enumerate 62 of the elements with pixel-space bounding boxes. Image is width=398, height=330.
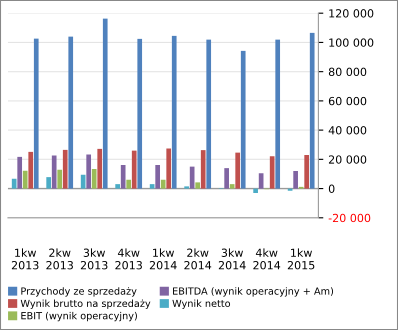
y-tick-label: -20 000 (328, 214, 370, 222)
legend-label: EBIT (wynik operacyjny) (21, 312, 137, 322)
bar (92, 168, 97, 189)
legend-label: EBITDA (wynik operacyjny + Am) (173, 287, 334, 297)
bar (253, 188, 258, 193)
bar (275, 40, 280, 189)
bar (166, 148, 172, 189)
bar (160, 180, 166, 189)
bar (34, 38, 39, 189)
bar (195, 182, 200, 189)
bar (62, 150, 68, 189)
bar (52, 156, 57, 189)
y-tick-label: 100 000 (329, 38, 374, 47)
y-tick-label: 60 000 (328, 96, 366, 106)
bar (102, 18, 108, 189)
bar (28, 152, 34, 189)
bar (258, 173, 264, 189)
x-tick-label: 3kw 2013 (80, 248, 108, 270)
bar (68, 36, 74, 189)
bar (57, 170, 62, 189)
y-tick-label: 0 (328, 184, 334, 193)
bar (190, 166, 194, 189)
bar (230, 184, 235, 189)
bar (126, 180, 132, 189)
bar (293, 171, 298, 189)
bar (270, 156, 275, 189)
bar (310, 32, 315, 189)
bar (97, 148, 102, 189)
legend-label: Wynik brutto na sprzedaży (20, 300, 150, 309)
legend-label: Przychody ze sprzedaży (21, 287, 137, 297)
bar (17, 156, 22, 189)
bar (200, 150, 206, 189)
bar (150, 184, 154, 189)
y-tick-label: 40 000 (328, 126, 366, 134)
x-tick-label: 2kw 2014 (184, 248, 212, 270)
y-tick-label: 20 000 (328, 155, 366, 164)
bar (120, 165, 126, 189)
y-tick-label: 80 000 (328, 68, 366, 76)
x-tick-label: 1kw 2013 (12, 248, 38, 270)
bar (240, 50, 246, 189)
bar (206, 40, 212, 189)
bar (224, 168, 229, 189)
bar (304, 154, 310, 189)
x-tick-label: 1kw 2014 (150, 248, 177, 270)
legend-label: Wynik netto (172, 300, 230, 309)
bar (155, 165, 160, 189)
bar (115, 184, 120, 189)
bar (132, 150, 137, 189)
bar (80, 174, 86, 189)
x-tick-label: 4kw 2014 (253, 248, 280, 270)
bar (46, 177, 52, 189)
y-tick-label: 120 000 (329, 9, 374, 18)
bar (12, 178, 17, 189)
bar (172, 36, 177, 189)
bar (137, 38, 142, 189)
x-tick-label: 1kw 2015 (288, 248, 314, 270)
bar (235, 152, 240, 189)
x-tick-label: 4kw 2013 (115, 248, 142, 270)
x-tick-label: 3kw 2014 (218, 248, 246, 270)
x-tick-label: 2kw 2013 (46, 248, 73, 270)
bar (86, 154, 92, 189)
bar (22, 170, 28, 189)
